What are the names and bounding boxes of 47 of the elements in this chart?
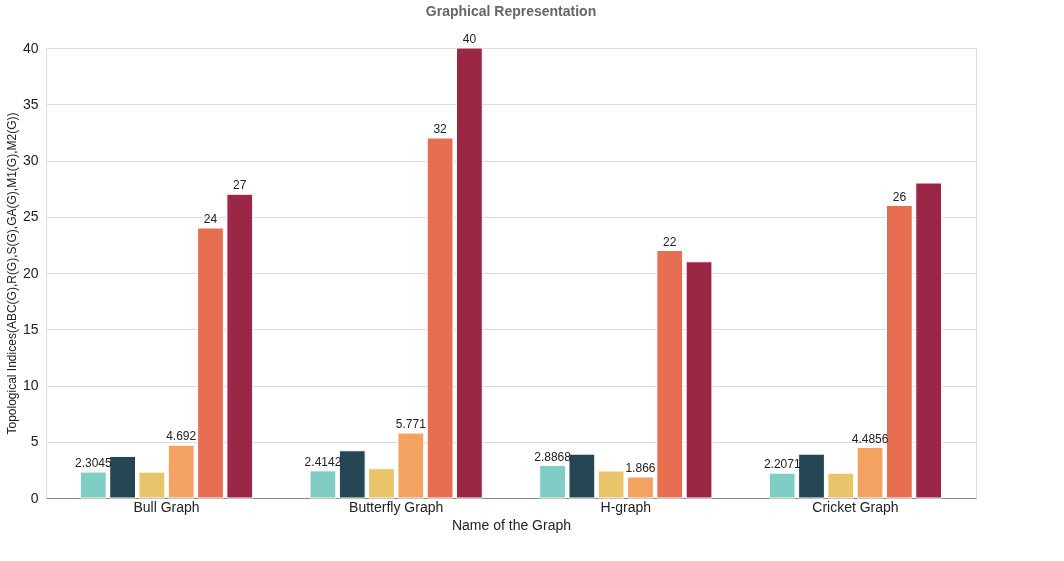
- bar: [768, 472, 796, 499]
- data-label: 32: [433, 122, 448, 136]
- y-tick-label: 35: [22, 95, 39, 112]
- chart-title: Graphical Representation: [425, 3, 597, 19]
- bar: [597, 470, 625, 499]
- data-label: 24: [203, 212, 218, 226]
- bar: [79, 471, 107, 499]
- y-tick-label: 25: [22, 208, 39, 225]
- bar: [827, 472, 855, 499]
- bar: [539, 465, 566, 499]
- y-tick-label: 0: [30, 489, 39, 506]
- x-axis-title: Name of the Graph: [451, 516, 572, 533]
- data-label: 5.771: [395, 417, 427, 432]
- x-tick-label: Cricket Graph: [812, 498, 899, 515]
- bar: [627, 476, 654, 499]
- x-tick-label: Butterfly Graph: [349, 498, 444, 515]
- bar: [685, 261, 713, 499]
- bar: [197, 227, 224, 499]
- data-label: 40: [462, 32, 477, 46]
- bar: [109, 455, 137, 499]
- x-tick-label: Bull Graph: [133, 498, 200, 515]
- bar: [226, 193, 254, 499]
- bar: [309, 470, 337, 499]
- y-tick-label: 20: [22, 264, 39, 281]
- data-label: 26: [892, 189, 907, 204]
- bar: [368, 468, 395, 499]
- bar: [856, 447, 884, 499]
- y-axis-title: Topological Indices(ABC(G),R(G),S(G),GA(G),M1(G),M2(G)): [4, 112, 19, 435]
- data-label: 4.692: [166, 429, 197, 444]
- data-label: 1.866: [625, 461, 656, 476]
- data-label: 27: [233, 178, 247, 193]
- bar: [138, 471, 166, 499]
- x-tick-label: H-graph: [600, 498, 652, 515]
- bar: [798, 453, 825, 499]
- y-tick-label: 40: [22, 39, 39, 56]
- y-tick-label: 10: [22, 377, 39, 393]
- y-tick-label: 5: [30, 433, 39, 450]
- bar: [456, 47, 483, 499]
- y-tick-label: 30: [22, 152, 39, 168]
- bar: [915, 182, 943, 499]
- data-label: 2.8868: [534, 449, 572, 464]
- data-label: 22: [663, 234, 677, 249]
- bar: [656, 250, 684, 499]
- bar: [167, 444, 195, 499]
- bar: [426, 137, 454, 499]
- bar: [397, 432, 425, 499]
- y-tick-label: 15: [22, 320, 39, 337]
